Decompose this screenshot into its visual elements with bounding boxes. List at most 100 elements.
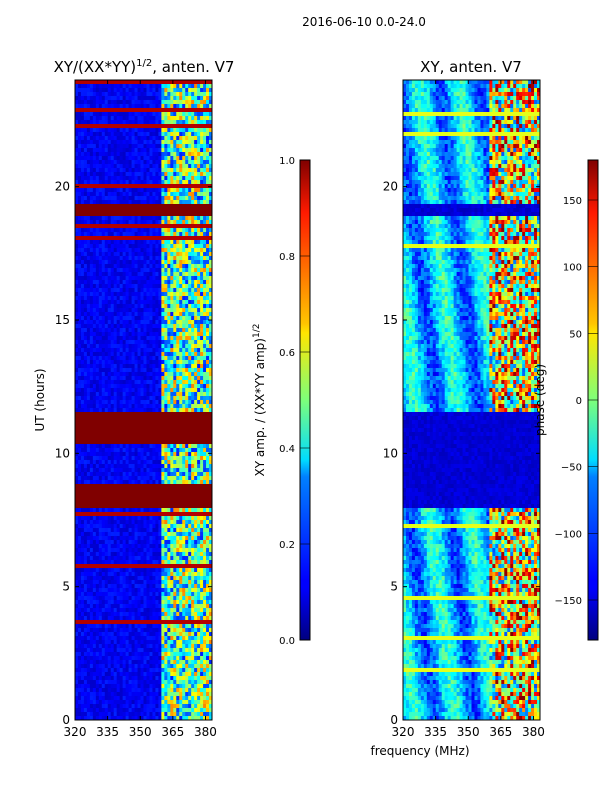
heatmap-cell: [167, 116, 171, 121]
heatmap-cell: [146, 356, 150, 361]
heatmap-cell: [128, 284, 132, 289]
heatmap-cell: [116, 436, 121, 441]
heatmap-cell: [203, 204, 207, 209]
heatmap-cell: [191, 296, 195, 301]
heatmap-cell: [89, 368, 94, 373]
heatmap-cell: [101, 456, 106, 461]
heatmap-cell: [134, 312, 138, 317]
heatmap-cell: [203, 308, 207, 313]
heatmap-cell: [110, 108, 115, 113]
heatmap-cell: [176, 204, 180, 209]
heatmap-cell: [75, 144, 79, 149]
heatmap-cell: [140, 468, 144, 473]
heatmap-cell: [191, 372, 195, 377]
heatmap-cell: [80, 312, 85, 317]
heatmap-cell: [75, 140, 79, 145]
heatmap-cell: [125, 308, 130, 313]
heatmap-cell: [179, 508, 183, 513]
heatmap-cell: [101, 460, 106, 465]
heatmap-cell: [185, 132, 189, 137]
heatmap-cell: [113, 512, 118, 517]
heatmap-cell: [176, 176, 180, 181]
heatmap-cell: [164, 416, 168, 421]
heatmap-cell: [113, 404, 118, 409]
heatmap-cell: [137, 288, 141, 293]
heatmap-cell: [92, 152, 97, 157]
heatmap-cell: [185, 364, 189, 369]
heatmap-cell: [86, 400, 91, 405]
heatmap-cell: [170, 216, 174, 221]
heatmap-cell: [75, 500, 79, 505]
heatmap-cell: [107, 340, 112, 345]
heatmap-cell: [173, 108, 177, 113]
heatmap-cell: [75, 92, 79, 97]
heatmap-cell: [140, 268, 144, 273]
heatmap-cell: [188, 200, 192, 205]
heatmap-cell: [170, 308, 174, 313]
heatmap-cell: [83, 152, 88, 157]
heatmap-cell: [143, 252, 147, 257]
heatmap-cell: [179, 348, 183, 353]
heatmap-cell: [209, 504, 213, 509]
heatmap-cell: [197, 396, 201, 401]
heatmap-cell: [194, 424, 198, 429]
heatmap-cell: [146, 456, 150, 461]
heatmap-cell: [170, 204, 174, 209]
heatmap-cell: [143, 208, 147, 213]
heatmap-cell: [116, 192, 121, 197]
heatmap-cell: [179, 232, 183, 237]
heatmap-cell: [152, 460, 156, 465]
heatmap-cell: [92, 364, 97, 369]
heatmap-cell: [86, 360, 91, 365]
heatmap-cell: [128, 264, 132, 269]
heatmap-cell: [191, 92, 195, 97]
heatmap-cell: [152, 504, 156, 509]
heatmap-cell: [110, 332, 115, 337]
heatmap-cell: [206, 412, 210, 417]
heatmap-cell: [92, 260, 97, 265]
heatmap-cell: [140, 332, 144, 337]
heatmap-cell: [176, 380, 180, 385]
heatmap-cell: [176, 220, 180, 225]
heatmap-cell: [188, 288, 192, 293]
heatmap-cell: [179, 132, 183, 137]
heatmap-cell: [116, 376, 121, 381]
heatmap-cell: [209, 324, 213, 329]
heatmap-cell: [167, 444, 171, 449]
heatmap-cell: [134, 200, 138, 205]
heatmap-cell: [131, 84, 135, 89]
heatmap-cell: [116, 440, 121, 445]
heatmap-cell: [161, 164, 165, 169]
heatmap-cell: [194, 488, 198, 493]
heatmap-cell: [95, 480, 100, 485]
heatmap-cell: [194, 368, 198, 373]
heatmap-cell: [188, 244, 192, 249]
heatmap-cell: [179, 480, 183, 485]
heatmap-cell: [95, 80, 100, 85]
heatmap-cell: [77, 332, 82, 337]
heatmap-cell: [86, 164, 91, 169]
heatmap-cell: [77, 376, 82, 381]
heatmap-cell: [86, 232, 91, 237]
heatmap-cell: [86, 200, 91, 205]
heatmap-cell: [131, 168, 135, 173]
heatmap-cell: [104, 296, 109, 301]
heatmap-cell: [98, 140, 103, 145]
heatmap-cell: [146, 300, 150, 305]
heatmap-cell: [110, 160, 115, 165]
heatmap-cell: [191, 276, 195, 281]
heatmap-cell: [101, 272, 106, 277]
heatmap-cell: [75, 304, 79, 309]
heatmap-cell: [134, 228, 138, 233]
heatmap-cell: [137, 408, 141, 413]
heatmap-cell: [83, 252, 88, 257]
heatmap-cell: [170, 444, 174, 449]
heatmap-cell: [146, 420, 150, 425]
heatmap-cell: [179, 320, 183, 325]
heatmap-cell: [143, 448, 147, 453]
heatmap-cell: [104, 308, 109, 313]
heatmap-cell: [104, 320, 109, 325]
heatmap-cell: [119, 480, 124, 485]
heatmap-cell: [185, 224, 189, 229]
heatmap-cell: [155, 396, 159, 401]
